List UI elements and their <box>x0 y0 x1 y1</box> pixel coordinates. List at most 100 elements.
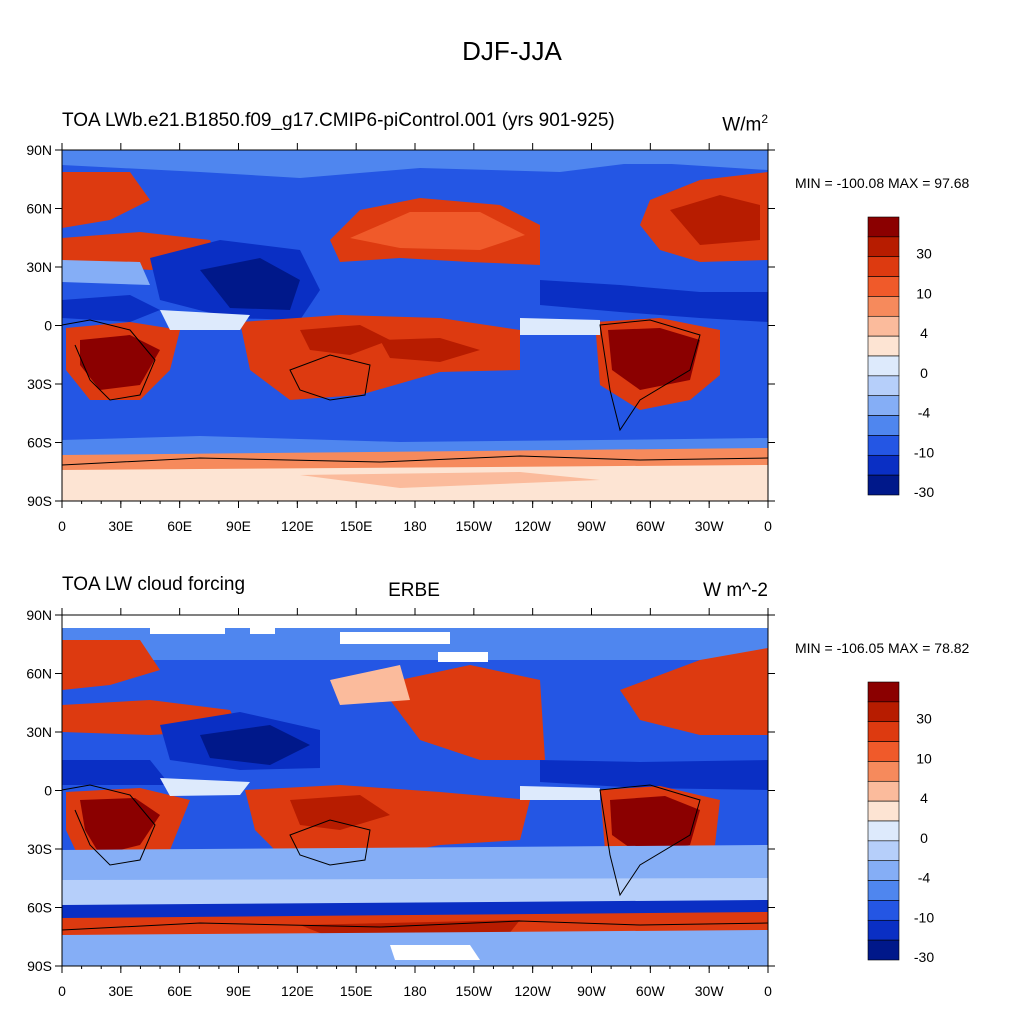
lon-tick-label: 30E <box>108 518 133 534</box>
colorbar-box <box>867 800 900 822</box>
lat-tick-label: 60S <box>27 435 52 451</box>
colorbar-box <box>867 395 900 416</box>
lon-tick-label: 30W <box>695 983 725 999</box>
lon-tick-label: 0 <box>58 518 66 534</box>
axis-ticks: 0 30E 60E 90E 120E 150E 180 150W 120W 90W 60W 30W 09… <box>26 142 775 999</box>
colorbar-box <box>867 375 900 397</box>
lon-tick-label: 180 <box>403 983 427 999</box>
lon-tick-label: 0 <box>764 983 772 999</box>
lon-tick-label: 90W <box>577 983 607 999</box>
lat-tick-label: 90N <box>26 607 52 623</box>
lon-tick-label: 150E <box>340 983 373 999</box>
colorbar-box <box>867 820 900 842</box>
lat-tick-label: 30N <box>26 259 52 275</box>
colorbar-box <box>867 335 900 357</box>
lon-tick-label: 150W <box>456 518 493 534</box>
lon-tick-label: 0 <box>764 518 772 534</box>
colorbar-label: 4 <box>920 325 928 341</box>
colorbar-box <box>867 474 900 496</box>
top-map-coastlines <box>61 319 769 466</box>
colorbar-label: 30 <box>916 246 932 262</box>
top-panel-units: W/m2 <box>722 112 768 136</box>
figure-title: DJF-JJA <box>462 36 562 66</box>
colorbar-box <box>867 355 900 377</box>
lat-tick-label: 90S <box>27 493 52 509</box>
bottom-panel-units: W m^-2 <box>703 580 768 601</box>
colorbar-box <box>867 276 900 297</box>
colorbar-box <box>867 415 900 436</box>
colorbar-box <box>867 681 900 703</box>
top-map <box>61 149 769 502</box>
colorbar-label: -30 <box>914 949 934 965</box>
lon-tick-label: 150E <box>340 518 373 534</box>
lat-tick-label: 60S <box>27 900 52 916</box>
lat-tick-label: 0 <box>44 783 52 799</box>
lon-tick-label: 120E <box>281 518 314 534</box>
lon-tick-label: 90E <box>226 518 251 534</box>
bottom-map-coastlines <box>61 784 769 931</box>
colorbar-box <box>867 454 900 476</box>
lon-tick-label: 60W <box>636 518 666 534</box>
colorbar-box <box>867 919 900 941</box>
colorbar-label: -10 <box>914 909 934 925</box>
colorbar-box <box>867 256 900 277</box>
bottom-panel-minmax: MIN = -106.05 MAX = 78.82 <box>795 640 970 656</box>
colorbar-box <box>867 780 900 802</box>
colorbar-label: -4 <box>918 405 931 421</box>
colorbar-box <box>867 701 900 723</box>
top-panel-title-overlap: TOA LWb.e21.B1850.f09_g17.CMIP6-piContro… <box>62 110 615 131</box>
colorbar-box <box>867 296 900 317</box>
lat-tick-label: 60N <box>26 201 52 217</box>
lat-tick-label: 30S <box>27 841 52 857</box>
colorbar-label: -4 <box>918 870 931 886</box>
colorbar-label: 0 <box>920 830 928 846</box>
colorbar-label: 30 <box>916 711 932 727</box>
colorbar-box <box>867 939 900 961</box>
bottom-map <box>61 614 769 967</box>
colorbar-label: -30 <box>914 484 934 500</box>
lon-tick-label: 30E <box>108 983 133 999</box>
lon-tick-label: 60E <box>167 983 192 999</box>
top-panel-minmax: MIN = -100.08 MAX = 97.68 <box>795 175 970 191</box>
bottom-map-field <box>62 615 768 966</box>
colorbar-box <box>867 435 900 456</box>
colorbar-label: 4 <box>920 790 928 806</box>
lon-tick-label: 90E <box>226 983 251 999</box>
colorbar-label: 10 <box>916 750 932 766</box>
lat-tick-label: 90S <box>27 958 52 974</box>
lat-tick-label: 60N <box>26 666 52 682</box>
top-map-field <box>62 150 768 501</box>
lat-tick-label: 30S <box>27 376 52 392</box>
lon-tick-label: 90W <box>577 518 607 534</box>
colorbar-box <box>867 721 900 742</box>
lon-tick-label: 0 <box>58 983 66 999</box>
colorbar-box <box>867 741 900 762</box>
lon-tick-label: 120W <box>514 983 551 999</box>
lat-tick-label: 30N <box>26 724 52 740</box>
lat-tick-label: 90N <box>26 142 52 158</box>
lon-tick-label: 120W <box>514 518 551 534</box>
colorbar-box <box>867 900 900 921</box>
lat-tick-label: 0 <box>44 318 52 334</box>
colorbar-label: 10 <box>916 285 932 301</box>
bottom-panel-dataset: ERBE <box>388 580 440 601</box>
colorbar-box <box>867 840 900 862</box>
lon-tick-label: 180 <box>403 518 427 534</box>
lon-tick-label: 120E <box>281 983 314 999</box>
colorbar-box <box>867 860 900 881</box>
colorbar-box <box>867 315 900 337</box>
lon-tick-label: 60E <box>167 518 192 534</box>
colorbar-label: 0 <box>920 365 928 381</box>
colorbars: 30 10 4 0 -4 -10 -30 30 10 4 0 -4 -10 -30 <box>867 216 934 965</box>
lon-tick-label: 30W <box>695 518 725 534</box>
bottom-panel-variable: TOA LW cloud forcing <box>62 574 246 595</box>
lon-tick-label: 150W <box>456 983 493 999</box>
colorbar-box <box>867 880 900 901</box>
colorbar-label: -10 <box>914 444 934 460</box>
colorbar-box <box>867 236 900 258</box>
lon-tick-label: 60W <box>636 983 666 999</box>
colorbar-box <box>867 216 900 238</box>
colorbar-box <box>867 761 900 782</box>
